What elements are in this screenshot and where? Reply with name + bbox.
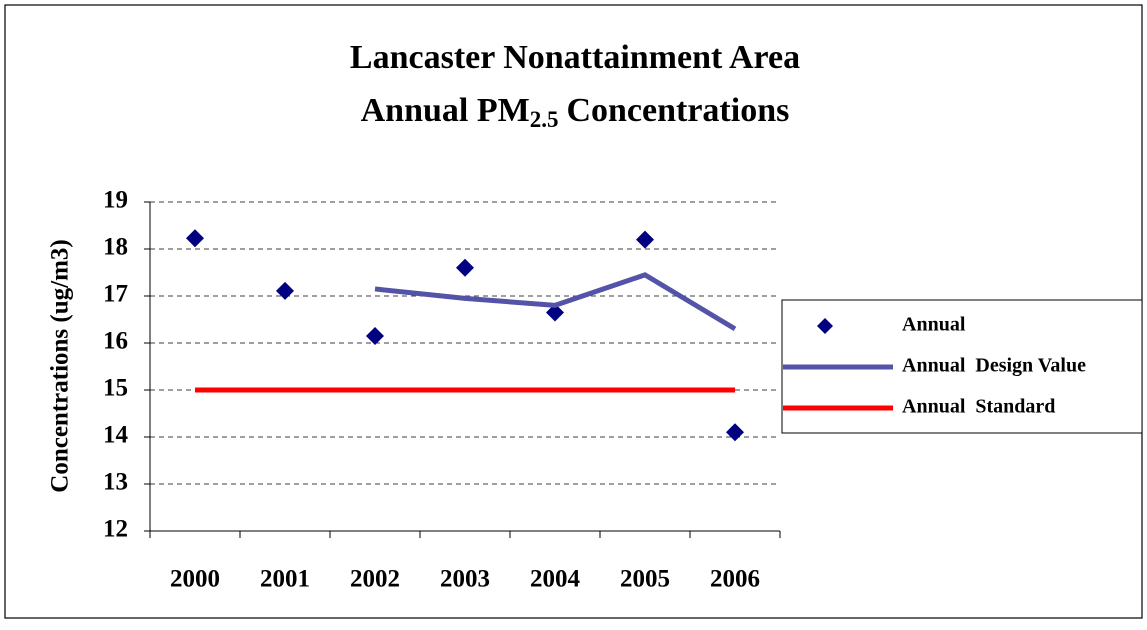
y-axis-label: Concentrations (ug/m3)	[47, 239, 74, 492]
y-tick-label: 13	[103, 469, 128, 496]
y-tick-label: 18	[103, 234, 128, 261]
data-point	[636, 230, 654, 249]
y-tick-label: 15	[103, 375, 128, 402]
data-point	[546, 303, 564, 322]
x-tick-label: 2004	[530, 566, 581, 593]
x-tick-label: 2006	[710, 566, 760, 593]
legend-marker	[817, 318, 833, 334]
y-tick-label: 14	[103, 422, 129, 449]
subtitle-subscript: 2.5	[530, 107, 559, 132]
chart-subtitle: Annual PM2.5 Concentrations	[361, 92, 790, 132]
data-point	[186, 229, 204, 248]
y-tick-label: 17	[103, 281, 128, 308]
data-line	[374, 272, 737, 332]
y-tick-label: 19	[103, 187, 128, 214]
x-tick-label: 2001	[260, 566, 310, 593]
subtitle-part: Concentrations	[566, 92, 789, 129]
legend-label: Annual Standard	[902, 396, 1055, 418]
y-tick-label: 16	[103, 328, 128, 355]
x-tick-label: 2005	[620, 566, 670, 593]
data-point	[366, 326, 384, 345]
x-tick-label: 2003	[440, 566, 490, 593]
data-point	[456, 258, 474, 277]
x-tick-label: 2000	[170, 566, 220, 593]
data-point	[726, 423, 744, 442]
legend-label: Annual	[902, 314, 966, 336]
chart-title: Lancaster Nonattainment Area	[350, 39, 800, 76]
subtitle-part: Annual PM	[361, 92, 530, 129]
legend-label: Annual Design Value	[902, 355, 1086, 377]
x-tick-label: 2002	[350, 566, 400, 593]
data-point	[276, 281, 294, 300]
y-tick-label: 12	[103, 516, 128, 543]
